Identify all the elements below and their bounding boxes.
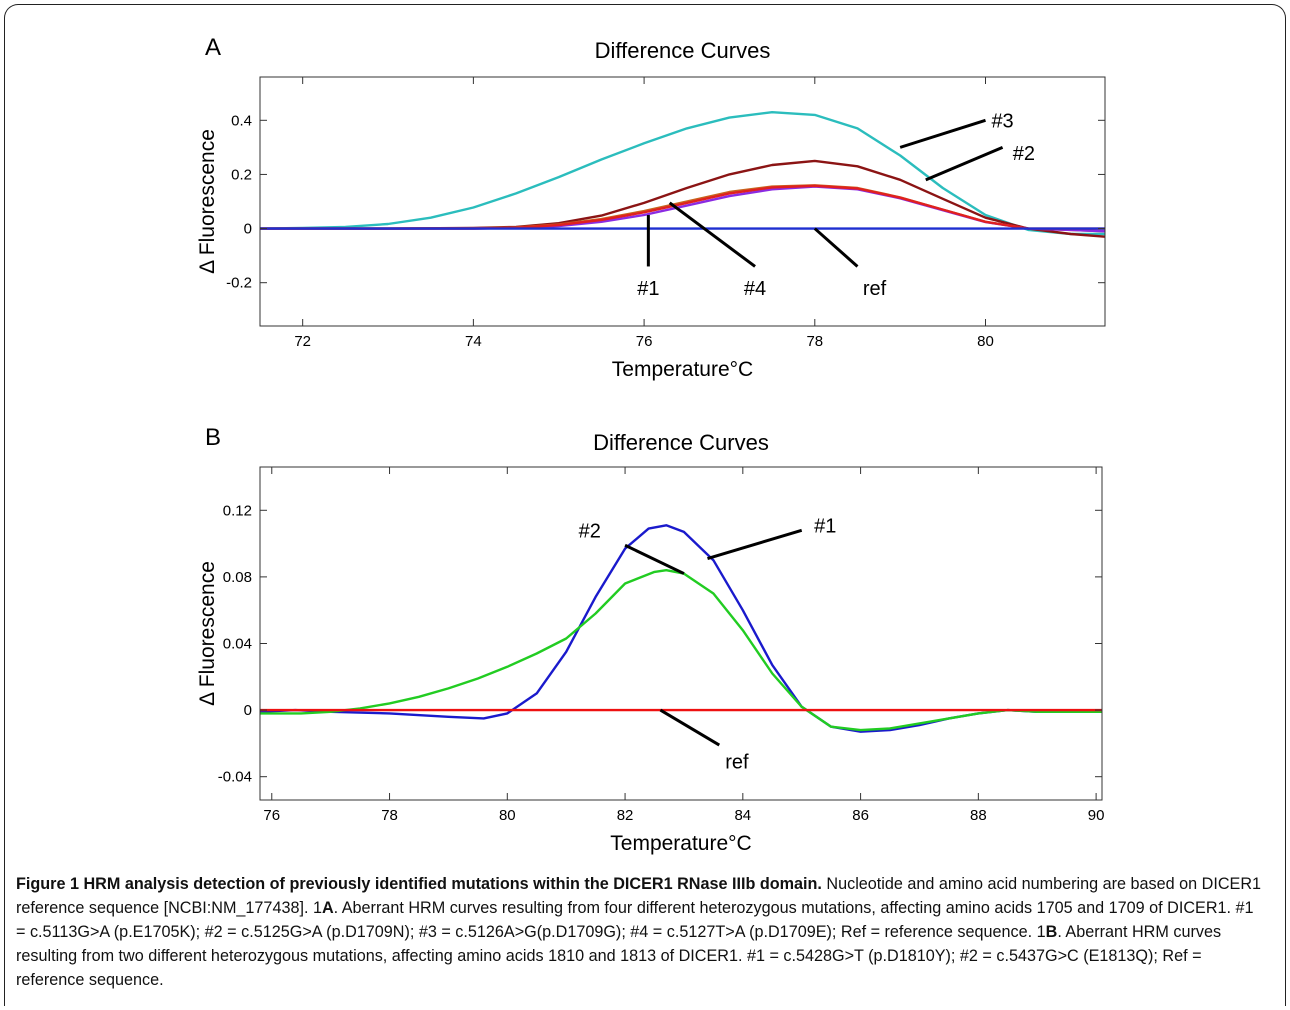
figure-frame <box>4 4 1286 1006</box>
x-axis-label: Temperature°C <box>612 358 753 381</box>
x-tick-label: 78 <box>381 807 398 824</box>
x-tick-label: 78 <box>806 333 823 350</box>
caption-text-1: Nucleotide and amino acid numbering are … <box>16 875 1262 917</box>
x-tick-label: 76 <box>636 333 653 350</box>
annotation-label: #2 <box>579 520 601 542</box>
caption-text-3: . Aberrant HRM curves resulting from two… <box>16 923 1222 989</box>
plot-frame <box>259 76 1106 327</box>
x-tick-label: 76 <box>263 807 280 824</box>
x-tick-label: 74 <box>465 333 482 350</box>
y-tick-label: 0.4 <box>231 112 252 129</box>
y-tick-label: 0.12 <box>223 502 252 519</box>
x-tick-label: 80 <box>499 807 516 824</box>
y-tick-label: -0.04 <box>218 769 252 786</box>
annotation-label: #4 <box>744 278 766 300</box>
chart-title: Difference Curves <box>593 430 769 455</box>
series-line-1 <box>259 524 1102 733</box>
figure-caption: Figure 1 HRM analysis detection of previ… <box>16 872 1266 992</box>
annotation-leader <box>707 528 803 561</box>
annotation-leader <box>659 708 721 747</box>
y-tick-label: 0.04 <box>223 635 252 652</box>
annotation-leader <box>813 227 859 268</box>
y-axis-label: Δ Fluorescence <box>196 129 219 274</box>
chart-a: Difference Curves 72 74 76 78 80 0.4 0.2 0 -0.2 #3… <box>196 38 1106 381</box>
caption-text-2: . Aberrant HRM curves resulting from fou… <box>16 899 1254 941</box>
x-axis-label: Temperature°C <box>610 832 751 855</box>
x-tick-label: 84 <box>734 807 751 824</box>
x-tick-label: 80 <box>977 333 994 350</box>
y-axis-label: Δ Fluorescence <box>196 561 219 706</box>
chart-b: Difference Curves 76 78 80 82 84 86 88 90 0.12 0.0… <box>196 430 1104 855</box>
annotation-leader <box>899 118 986 149</box>
annotation-label: #2 <box>1013 143 1035 165</box>
annotation-label: #3 <box>991 110 1013 132</box>
caption-bold-b: B <box>1045 923 1058 941</box>
y-tick-label: 0 <box>244 221 252 238</box>
x-tick-label: 82 <box>617 807 634 824</box>
caption-title: Figure 1 HRM analysis detection of previ… <box>16 875 822 893</box>
y-tick-label: 0.08 <box>223 569 252 586</box>
annotation-label: #1 <box>637 278 659 300</box>
x-tick-label: 88 <box>970 807 987 824</box>
x-tick-label: 86 <box>852 807 869 824</box>
panel-letter-a: A <box>205 34 221 61</box>
annotation-leader <box>624 543 685 575</box>
chart-title: Difference Curves <box>595 38 771 63</box>
series-line-2 <box>260 569 1102 732</box>
x-tick-label: 90 <box>1088 807 1105 824</box>
annotation-leader <box>668 201 756 268</box>
annotation-label: #1 <box>814 515 836 537</box>
series-line-1 <box>259 110 1105 236</box>
panel-letter-b: B <box>205 424 221 451</box>
series-line-2 <box>260 159 1106 238</box>
y-tick-label: -0.2 <box>226 275 252 292</box>
x-tick-label: 72 <box>294 333 311 350</box>
annotation-label: ref <box>863 278 887 300</box>
caption-bold-a: A <box>321 899 334 917</box>
annotation-leader <box>925 145 1004 182</box>
annotation-label: ref <box>725 752 749 774</box>
y-tick-label: 0 <box>244 702 252 719</box>
plot-frame <box>259 466 1103 801</box>
charts-area: A B Difference Curves 72 74 76 78 80 0.4 0.2 0 -0… <box>196 34 1106 855</box>
y-tick-label: 0.2 <box>231 166 252 183</box>
